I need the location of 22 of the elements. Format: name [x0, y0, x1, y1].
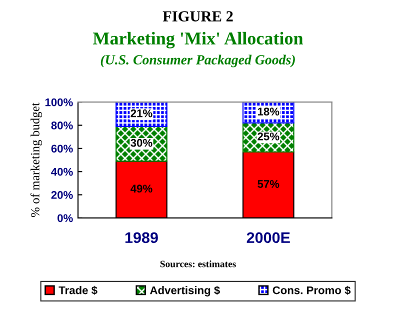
data-label: 18%	[258, 108, 280, 116]
y-tick-label: 100%	[45, 98, 73, 106]
y-tick-label: 0%	[58, 214, 73, 222]
data-label: 30%	[130, 138, 152, 147]
source-note: Sources: estimates	[160, 260, 236, 268]
y-tick-label: 80%	[51, 122, 73, 130]
data-label: 25%	[258, 132, 280, 140]
x-tick-label: 1989	[125, 232, 158, 244]
x-tick-label: 2000E	[246, 232, 290, 244]
y-tick-label: 20%	[51, 191, 73, 199]
legend-label: Advertising $	[150, 286, 220, 296]
chart-subtitle: Marketing 'Mix' Allocation	[92, 32, 304, 48]
data-label: 57%	[258, 180, 280, 188]
y-axis-title: % of marketing budget	[30, 102, 42, 218]
legend-label: Cons. Promo $	[272, 286, 351, 295]
text: (U.S. Consumer Packaged Goods)	[100, 54, 295, 68]
legend-label: Trade $	[58, 286, 98, 295]
y-tick-label: 60%	[51, 144, 73, 153]
data-label: 21%	[130, 109, 152, 118]
data-label: 49%	[130, 184, 152, 193]
chart-title: FIGURE 2	[162, 11, 233, 22]
y-tick-label: 40%	[51, 168, 73, 176]
